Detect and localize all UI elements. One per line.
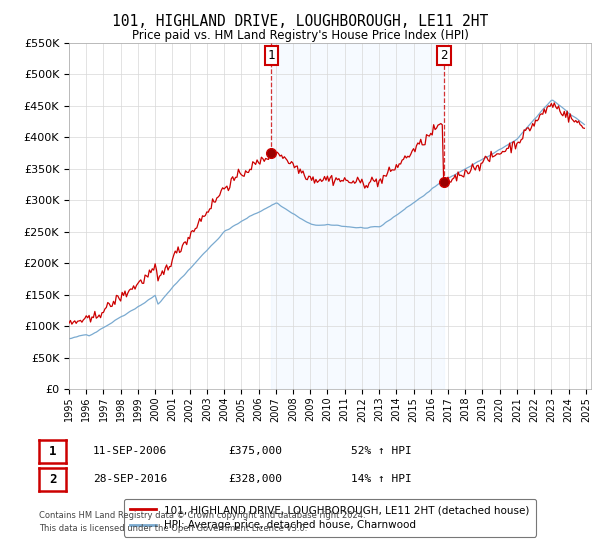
Text: 28-SEP-2016: 28-SEP-2016 (93, 474, 167, 484)
Text: 1: 1 (49, 445, 56, 458)
Text: Price paid vs. HM Land Registry's House Price Index (HPI): Price paid vs. HM Land Registry's House … (131, 29, 469, 42)
Text: £328,000: £328,000 (228, 474, 282, 484)
Text: 2: 2 (440, 49, 448, 62)
Bar (271, 43, 444, 389)
Legend: 101, HIGHLAND DRIVE, LOUGHBOROUGH, LE11 2HT (detached house), HPI: Average price: 101, HIGHLAND DRIVE, LOUGHBOROUGH, LE11 … (124, 499, 536, 536)
Text: 1: 1 (268, 49, 275, 62)
Text: 14% ↑ HPI: 14% ↑ HPI (351, 474, 412, 484)
Text: 2: 2 (49, 473, 56, 486)
Text: Contains HM Land Registry data © Crown copyright and database right 2024.: Contains HM Land Registry data © Crown c… (39, 511, 365, 520)
Text: 101, HIGHLAND DRIVE, LOUGHBOROUGH, LE11 2HT: 101, HIGHLAND DRIVE, LOUGHBOROUGH, LE11 … (112, 14, 488, 29)
Text: £375,000: £375,000 (228, 446, 282, 456)
Text: This data is licensed under the Open Government Licence v3.0.: This data is licensed under the Open Gov… (39, 524, 307, 533)
Text: 11-SEP-2006: 11-SEP-2006 (93, 446, 167, 456)
Text: 52% ↑ HPI: 52% ↑ HPI (351, 446, 412, 456)
